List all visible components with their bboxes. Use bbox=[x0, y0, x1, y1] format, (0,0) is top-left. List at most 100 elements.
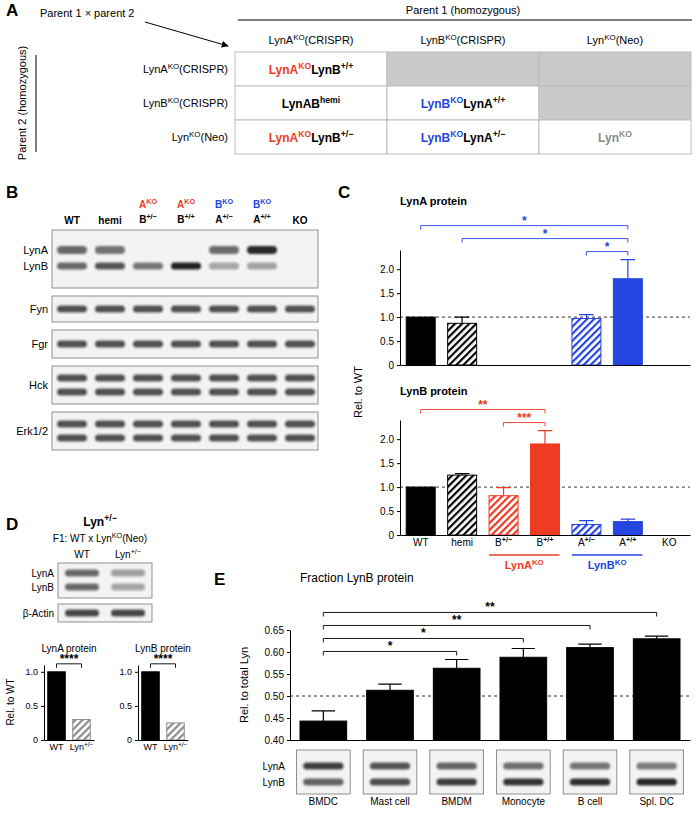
x-tick-label: Spl. DC bbox=[639, 796, 673, 807]
bar-chart: 00.51.01.52.0WThemiB+/−B+/+A+/−A+/+KOLyn… bbox=[380, 398, 690, 571]
y-axis-title: Rel. to total Lyn bbox=[238, 647, 250, 723]
x-axis: WThemiB+/−B+/+A+/−A+/+KO bbox=[401, 535, 691, 548]
y-tick: 2.0 bbox=[380, 264, 400, 275]
text-part: Lyn bbox=[70, 742, 84, 752]
x-tick: A+/− bbox=[578, 535, 595, 548]
label: Parent 2 (homozygous) bbox=[16, 46, 28, 160]
text-part: LynB bbox=[421, 34, 446, 46]
x-axis-line bbox=[401, 365, 691, 366]
y-tick: 2.0 bbox=[380, 434, 400, 445]
y-tick: 0.45 bbox=[265, 713, 290, 724]
blot-frame bbox=[52, 412, 318, 450]
y-tick-label: 1.0 bbox=[25, 667, 38, 677]
table-cell bbox=[387, 52, 539, 86]
text-part: Lyn bbox=[598, 131, 619, 145]
reference-line bbox=[400, 317, 690, 318]
text-part: LynA bbox=[269, 63, 299, 77]
bar bbox=[567, 648, 614, 740]
text-part: Lyn bbox=[115, 549, 131, 560]
text-part: F1: WT x Lyn bbox=[53, 533, 112, 544]
header-rule bbox=[36, 55, 37, 152]
text-part: (CRISPR) bbox=[457, 34, 506, 46]
table-cell bbox=[387, 86, 539, 120]
blot-frame bbox=[52, 366, 318, 404]
y-tick: 1.0 bbox=[119, 667, 138, 677]
table-cell bbox=[235, 86, 387, 120]
y-axis-line bbox=[138, 666, 139, 741]
blot-band bbox=[133, 306, 163, 313]
y-tick-label: 2.0 bbox=[380, 434, 394, 445]
x-tick: B cell bbox=[578, 796, 602, 807]
y-tick-label: 2.0 bbox=[380, 264, 394, 275]
text-part: KO bbox=[168, 62, 179, 71]
blot-band bbox=[209, 246, 239, 254]
blot-label: LynB bbox=[23, 260, 48, 272]
y-tick-mark bbox=[397, 439, 400, 440]
text-part: +/− bbox=[222, 212, 232, 221]
x-tick: Monocyte bbox=[502, 796, 546, 807]
blot-band bbox=[57, 246, 87, 254]
blot-band bbox=[65, 610, 99, 617]
row-header: LynAKO(CRISPR) bbox=[143, 62, 228, 75]
blot-band bbox=[247, 421, 277, 428]
bar-chart: 00.51.0WTLyn+/−**** bbox=[25, 652, 94, 753]
y-tick: 0 bbox=[33, 735, 44, 745]
blot-band bbox=[209, 306, 239, 313]
blot-band bbox=[133, 421, 163, 428]
bar bbox=[489, 496, 518, 535]
y-axis: 0 0.5 1.0 bbox=[25, 666, 44, 746]
figure-container: ABCDEParent 1 × parent 2Parent 1 (homozy… bbox=[0, 0, 700, 823]
y-tick: 0 bbox=[388, 530, 400, 541]
blot-band bbox=[370, 763, 410, 770]
y-tick-label: 0.5 bbox=[25, 701, 38, 711]
y-tick: 1.0 bbox=[25, 667, 44, 677]
bar bbox=[167, 723, 185, 740]
panel-letter: C bbox=[338, 183, 350, 202]
blot-band bbox=[209, 421, 239, 428]
chart-title: LynB protein bbox=[400, 385, 468, 397]
panel-letter: A bbox=[6, 1, 18, 20]
table-cell bbox=[235, 120, 387, 154]
significance-label: ** bbox=[478, 398, 488, 412]
y-tick: 0.65 bbox=[265, 625, 290, 636]
bar bbox=[572, 524, 601, 535]
y-tick: 0 bbox=[388, 360, 400, 371]
y-tick-mark bbox=[287, 674, 290, 675]
lane-label: WT bbox=[74, 549, 90, 560]
y-tick: 1.0 bbox=[380, 312, 400, 323]
chart-title: LynB protein bbox=[135, 643, 191, 654]
text-part: KO bbox=[619, 129, 632, 139]
text-part: +/− bbox=[131, 547, 141, 556]
bar bbox=[406, 487, 435, 535]
x-tick: B+/+ bbox=[536, 535, 553, 548]
text-part: +/+ bbox=[626, 535, 636, 544]
error-bar bbox=[645, 636, 668, 639]
blot-band bbox=[570, 779, 610, 786]
group-rule bbox=[572, 554, 642, 556]
blot-frame bbox=[363, 750, 417, 794]
y-tick-mark bbox=[397, 293, 400, 294]
text-part: KO bbox=[260, 197, 271, 206]
blot-band bbox=[57, 389, 87, 396]
y-tick-mark bbox=[397, 269, 400, 270]
blot-band bbox=[247, 375, 277, 382]
error-bar bbox=[455, 317, 470, 323]
y-tick-label: 0.55 bbox=[265, 669, 285, 680]
panel-e-blots: LynALynB bbox=[263, 750, 684, 794]
bar bbox=[448, 475, 477, 535]
x-tick: hemi bbox=[451, 537, 473, 548]
text-part: B bbox=[253, 199, 260, 210]
blot-label: β-Actin bbox=[23, 608, 54, 619]
blot-frame bbox=[430, 750, 484, 794]
panel-letter: B bbox=[6, 183, 18, 202]
y-axis-line bbox=[400, 421, 401, 536]
y-tick-mark bbox=[41, 672, 44, 673]
text-part: KO bbox=[532, 558, 544, 567]
text-part: KO bbox=[450, 129, 463, 139]
blot-frame bbox=[52, 296, 318, 322]
text-part: Lyn bbox=[83, 515, 104, 529]
blot-band bbox=[57, 306, 87, 313]
plot-area bbox=[400, 431, 690, 535]
bar bbox=[655, 365, 684, 366]
text-part: KO bbox=[445, 33, 456, 42]
